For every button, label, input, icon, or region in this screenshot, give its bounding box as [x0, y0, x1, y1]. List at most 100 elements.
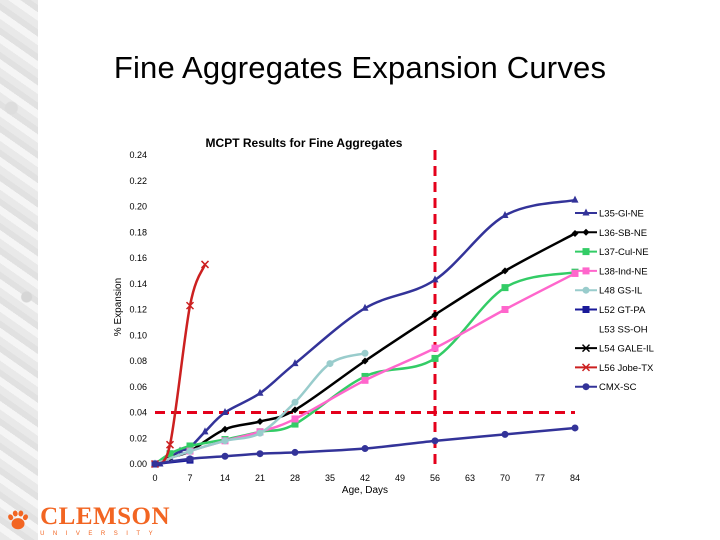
clemson-logo: CLEMSON UNIVERSITY	[0, 500, 170, 540]
data-point-l38-ind-ne	[431, 344, 439, 352]
data-point-l56-jobe-tx	[165, 440, 175, 449]
legend-marker	[582, 267, 590, 275]
legend-entry: L56 Jobe-TX	[599, 363, 654, 374]
data-point-l36-sb-ne	[361, 357, 369, 365]
data-point-l36-sb-ne	[501, 267, 509, 275]
y-tick-label: 0.16	[129, 253, 147, 263]
series-line-l56-jobe-tx	[154, 263, 207, 466]
y-axis-label: % Expansion	[113, 278, 124, 336]
legend-marker	[582, 383, 590, 391]
data-point-l35-gl-ne	[501, 211, 509, 219]
logo-subtitle: UNIVERSITY	[40, 530, 162, 537]
x-tick-label: 42	[360, 473, 370, 483]
legend-entry: L38-Ind-NE	[599, 266, 648, 277]
series-line-l36-sb-ne	[154, 232, 576, 466]
data-point-l36-sb-ne	[221, 425, 229, 433]
legend-marker	[582, 208, 590, 216]
y-tick-label: 0.10	[129, 330, 147, 340]
data-point-l37-cul-ne	[431, 354, 439, 362]
data-point-l35-gl-ne	[571, 195, 579, 203]
y-tick-label: 0.22	[129, 176, 147, 186]
data-point-l37-cul-ne	[166, 450, 174, 458]
data-point-l48-gs-il	[291, 398, 299, 406]
x-tick-label: 14	[220, 473, 230, 483]
data-point-cmx-sc	[431, 437, 439, 445]
y-tick-label: 0.04	[129, 408, 147, 418]
y-tick-label: 0.12	[129, 305, 147, 315]
legend-entry: L48 GS-IL	[599, 286, 642, 297]
x-tick-label: 35	[325, 473, 335, 483]
stone-texture-strip	[0, 0, 38, 540]
data-point-cmx-sc	[186, 455, 194, 463]
legend-marker	[582, 286, 590, 294]
y-tick-label: 0.24	[129, 150, 147, 160]
legend-marker	[581, 363, 591, 372]
data-point-l35-gl-ne	[256, 388, 264, 396]
data-point-l35-gl-ne	[361, 303, 369, 311]
y-tick-label: 0.02	[129, 433, 147, 443]
data-point-l38-ind-ne	[501, 306, 509, 313]
data-point-l37-cul-ne	[361, 372, 369, 380]
data-point-cmx-sc	[501, 430, 509, 438]
data-point-l38-ind-ne	[361, 376, 369, 384]
y-tick-label: 0.20	[129, 202, 147, 212]
legend-entry: L53 SS-OH	[599, 324, 648, 335]
x-tick-label: 49	[395, 473, 405, 483]
data-point-l37-cul-ne	[291, 420, 299, 428]
series-line-cmx-sc	[154, 426, 576, 466]
data-point-l36-sb-ne	[256, 418, 264, 426]
legend-marker	[582, 248, 590, 256]
legend-marker	[581, 344, 591, 353]
data-point-cmx-sc	[151, 460, 159, 468]
data-point-l48-gs-il	[256, 429, 264, 437]
data-point-l48-gs-il	[186, 447, 194, 455]
y-tick-label: 0.06	[129, 382, 147, 392]
data-point-l35-gl-ne	[291, 359, 299, 367]
series-line-l37-cul-ne	[154, 270, 576, 466]
x-tick-label: 84	[570, 473, 580, 483]
legend-entry: L37-Cul-NE	[599, 247, 649, 258]
data-point-l35-gl-ne	[221, 408, 229, 415]
x-tick-label: 77	[535, 473, 545, 483]
data-point-cmx-sc	[256, 450, 264, 458]
y-tick-label: 0.18	[129, 227, 147, 237]
legend-entry: L36-SB-NE	[599, 228, 647, 239]
data-point-l37-cul-ne	[501, 284, 509, 292]
x-tick-label: 21	[255, 473, 265, 483]
x-axis-label: Age, Days	[342, 485, 388, 496]
data-point-l48-gs-il	[326, 360, 334, 368]
data-point-l48-gs-il	[361, 349, 369, 357]
logo-wordmark: CLEMSON	[40, 502, 170, 530]
data-point-l36-sb-ne	[291, 406, 299, 414]
y-tick-label: 0.14	[129, 279, 147, 289]
x-tick-label: 56	[430, 473, 440, 483]
legend-marker	[582, 228, 590, 236]
data-point-l37-cul-ne	[186, 442, 194, 450]
data-point-cmx-sc	[221, 452, 229, 460]
plot-area: 0.00 0.02 0.04 0.06 0.08 0.10 0.12 0.14 0.16 0.18…	[129, 150, 654, 483]
data-point-l56-jobe-tx	[185, 301, 195, 310]
x-tick-label: 7	[187, 473, 192, 483]
chart-title: MCPT Results for Fine Aggregates	[206, 136, 403, 150]
series-line-l38-ind-ne	[154, 272, 576, 466]
data-point-cmx-sc	[291, 448, 299, 456]
y-tick-label: 0.08	[129, 356, 147, 366]
data-point-l38-ind-ne	[291, 415, 299, 423]
x-tick-label: 28	[290, 473, 300, 483]
data-point-cmx-sc	[571, 424, 579, 432]
data-point-l36-sb-ne	[431, 311, 439, 319]
x-tick-label: 0	[152, 473, 157, 483]
data-point-l35-gl-ne	[431, 275, 439, 283]
y-tick-label: 0.00	[129, 459, 147, 469]
slide-title: Fine Aggregates Expansion Curves	[113, 50, 607, 85]
data-point-l56-jobe-tx	[200, 260, 210, 269]
legend-entry: L54 GALE-IL	[599, 344, 654, 355]
series-line-l35-gl-ne	[154, 198, 576, 466]
data-point-l35-gl-ne	[201, 427, 209, 435]
x-tick-label: 63	[465, 473, 475, 483]
tiger-paw-icon	[8, 510, 28, 530]
data-point-cmx-sc	[361, 445, 369, 453]
data-point-l48-gs-il	[221, 437, 229, 445]
legend-entry: L52 GT-PA	[599, 305, 646, 316]
